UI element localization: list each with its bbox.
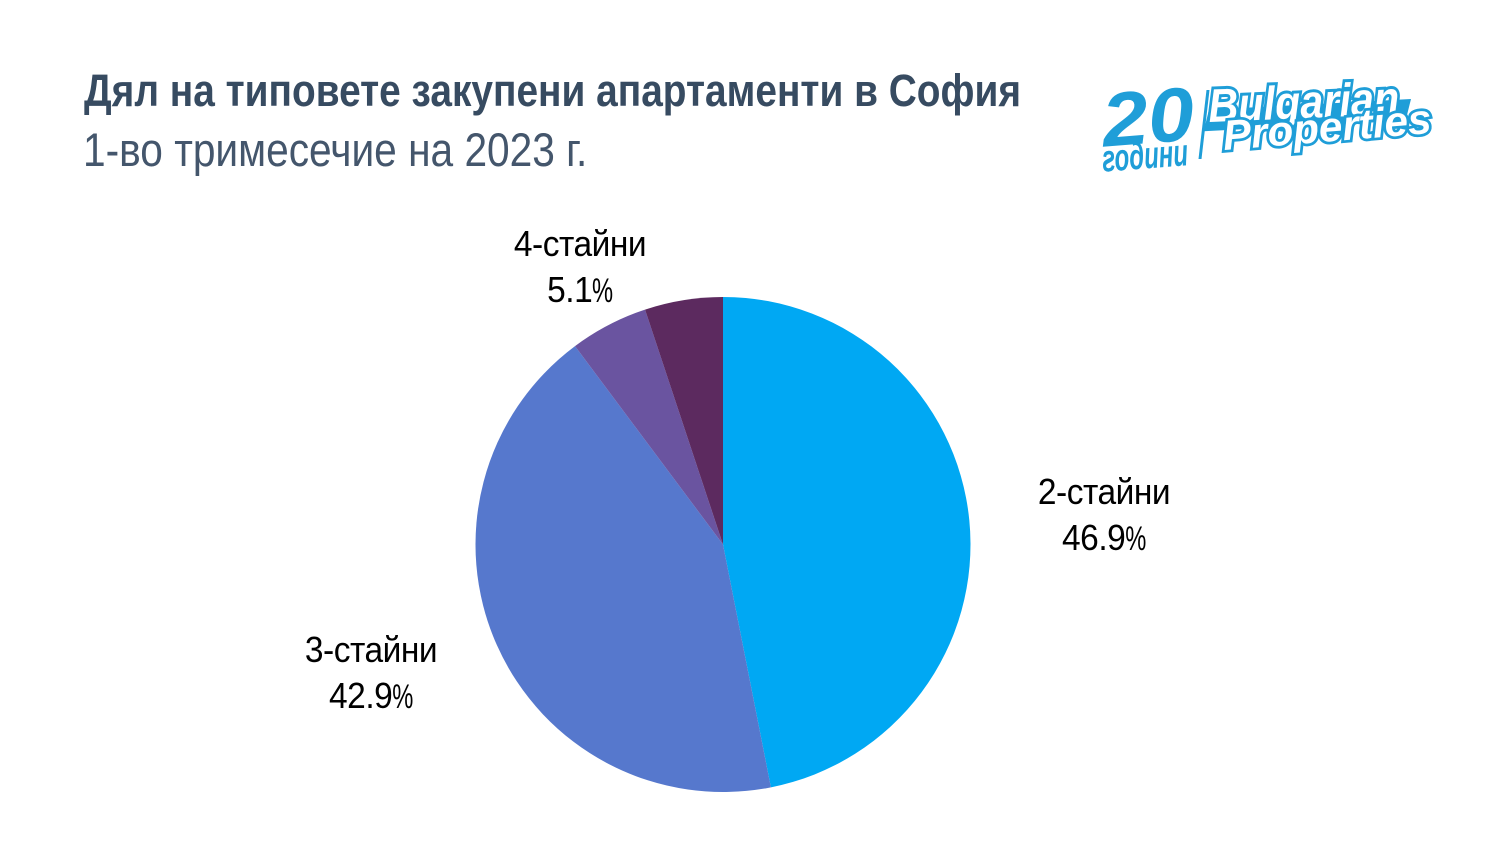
svg-text:20: 20 — [1097, 72, 1198, 164]
svg-text:Bulgarian: Bulgarian — [1207, 71, 1400, 132]
svg-text:години: години — [1101, 132, 1190, 181]
